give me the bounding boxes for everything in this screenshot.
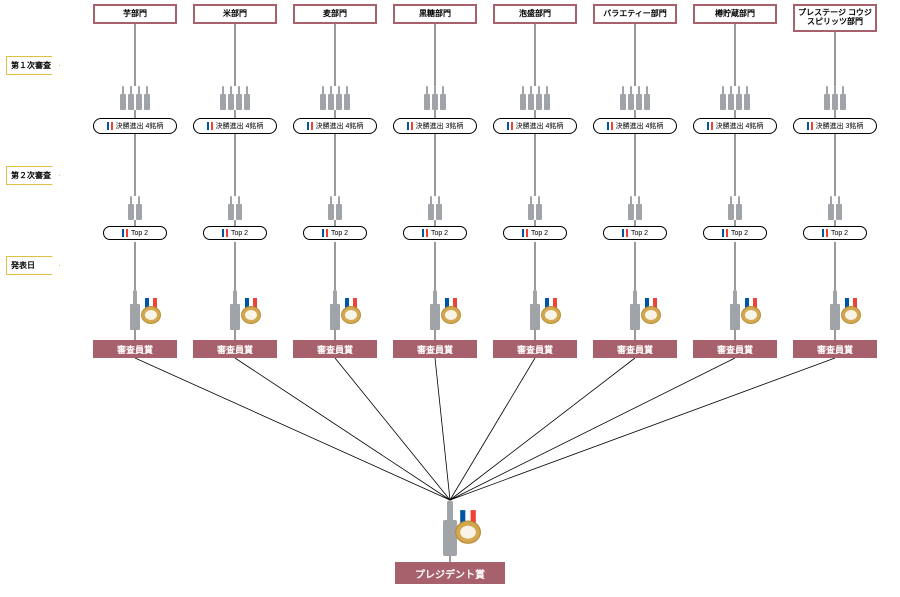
bottle-group (127, 196, 143, 220)
category-box: 泡盛部門 (493, 4, 577, 24)
finalists-pill: 決勝進出 4銘柄 (293, 118, 377, 134)
medal-icon (541, 298, 561, 324)
winner-bottle-icon (730, 290, 740, 330)
bottle-group (823, 86, 847, 110)
winner-bottle-icon (230, 290, 240, 330)
category-box: プレステージ コウジスピリッツ部門 (793, 4, 877, 32)
category-box: 芋部門 (93, 4, 177, 24)
top2-pill: Top 2 (703, 226, 767, 240)
medal-icon (241, 298, 261, 324)
winner-bottle-icon (830, 290, 840, 330)
president-award-box: プレジデント賞 (395, 562, 505, 584)
bottle-group (219, 86, 251, 110)
bottle-group (519, 86, 551, 110)
top2-pill: Top 2 (403, 226, 467, 240)
stage-label: 第２次審査 (6, 166, 60, 185)
finalists-pill: 決勝進出 3銘柄 (393, 118, 477, 134)
bottle-group (727, 196, 743, 220)
top2-pill: Top 2 (603, 226, 667, 240)
judge-award-box: 審査員賞 (693, 340, 777, 358)
judge-award-box: 審査員賞 (593, 340, 677, 358)
finalists-pill: 決勝進出 4銘柄 (593, 118, 677, 134)
bottle-group (527, 196, 543, 220)
category-box: バラエティー部門 (593, 4, 677, 24)
top2-pill: Top 2 (803, 226, 867, 240)
top2-pill: Top 2 (103, 226, 167, 240)
medal-icon (455, 510, 481, 544)
medal-icon (441, 298, 461, 324)
bottle-group (227, 196, 243, 220)
stage-label: 第１次審査 (6, 56, 60, 75)
bottle-group (327, 196, 343, 220)
finalists-pill: 決勝進出 4銘柄 (493, 118, 577, 134)
medal-icon (841, 298, 861, 324)
winner-bottle-icon (630, 290, 640, 330)
bottle-group (627, 196, 643, 220)
stage-label: 発表日 (6, 256, 60, 275)
finalists-pill: 決勝進出 3銘柄 (793, 118, 877, 134)
finalists-pill: 決勝進出 4銘柄 (193, 118, 277, 134)
judge-award-box: 審査員賞 (793, 340, 877, 358)
medal-icon (641, 298, 661, 324)
bottle-group (119, 86, 151, 110)
top2-pill: Top 2 (503, 226, 567, 240)
medal-icon (341, 298, 361, 324)
bottle-group (827, 196, 843, 220)
judge-award-box: 審査員賞 (293, 340, 377, 358)
finalists-pill: 決勝進出 4銘柄 (693, 118, 777, 134)
winner-bottle-icon (530, 290, 540, 330)
bottle-group (423, 86, 447, 110)
judge-award-box: 審査員賞 (493, 340, 577, 358)
winner-bottle-icon (430, 290, 440, 330)
category-box: 黒糖部門 (393, 4, 477, 24)
top2-pill: Top 2 (203, 226, 267, 240)
category-box: 麦部門 (293, 4, 377, 24)
judge-award-box: 審査員賞 (393, 340, 477, 358)
judge-award-box: 審査員賞 (93, 340, 177, 358)
bottle-group (319, 86, 351, 110)
bottle-group (619, 86, 651, 110)
winner-bottle-icon (130, 290, 140, 330)
category-box: 米部門 (193, 4, 277, 24)
medal-icon (741, 298, 761, 324)
top2-pill: Top 2 (303, 226, 367, 240)
judge-award-box: 審査員賞 (193, 340, 277, 358)
bottle-group (427, 196, 443, 220)
medal-icon (141, 298, 161, 324)
bottle-group (719, 86, 751, 110)
winner-bottle-icon (330, 290, 340, 330)
category-box: 樽貯蔵部門 (693, 4, 777, 24)
finalists-pill: 決勝進出 4銘柄 (93, 118, 177, 134)
